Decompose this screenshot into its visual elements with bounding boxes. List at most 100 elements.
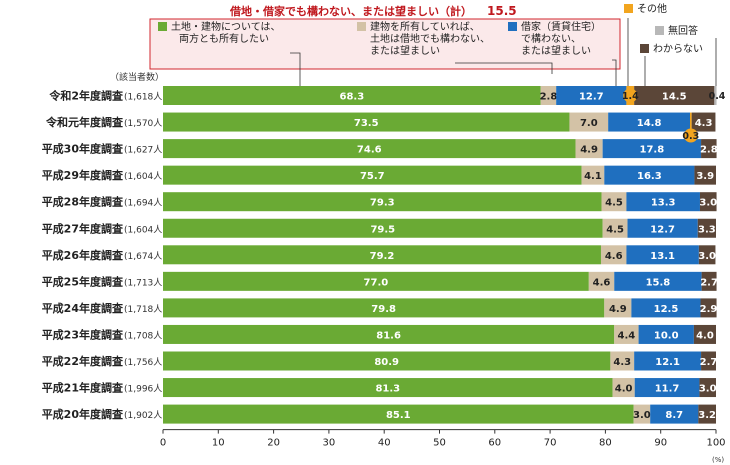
legend-label: 無回答 (668, 24, 698, 37)
data-label: 4.0 (696, 330, 714, 341)
x-tick-label: 60 (488, 438, 501, 449)
bar-own (163, 404, 634, 424)
unit-label: (%) (712, 456, 724, 464)
data-label: 2.7 (700, 357, 718, 368)
data-label: 2.8 (700, 145, 718, 156)
bar-lease_land (575, 139, 603, 159)
category-label: 平成30年度調査 (42, 142, 123, 156)
legend-label: または望ましい (370, 44, 440, 57)
category-label: 平成27年度調査 (42, 221, 123, 235)
category-count: (1,627人) (124, 145, 166, 156)
bar-rent (608, 112, 691, 132)
bar-lease_land (602, 218, 628, 238)
bar-other (690, 112, 692, 132)
legend-box (149, 18, 621, 70)
x-tick-label: 70 (544, 438, 557, 449)
category-label: 平成28年度調査 (42, 195, 123, 209)
data-label: 4.5 (605, 198, 623, 209)
category-label: 平成24年度調査 (42, 301, 123, 315)
bar-rent (650, 404, 699, 424)
data-label: 79.5 (370, 224, 395, 235)
bar-lease_land (540, 86, 557, 105)
category-count: (1,694人) (124, 198, 166, 209)
category-label: 平成26年度調査 (42, 248, 123, 262)
bar-rent (627, 218, 698, 238)
bar-lease_land (601, 192, 627, 212)
category-label: 平成20年度調査 (42, 407, 123, 421)
bar-lease_land (614, 324, 639, 344)
x-tick-label: 90 (654, 438, 667, 449)
legend-swatch-own (158, 22, 167, 31)
legend-leader (455, 62, 553, 74)
category-count: (1,618人) (124, 92, 166, 103)
bar-rent (556, 86, 627, 105)
bar-own (163, 139, 576, 159)
bar-rent (634, 351, 702, 371)
data-label: 4.3 (695, 118, 713, 129)
data-label: 1.4 (622, 91, 639, 102)
data-label: 4.1 (584, 171, 602, 182)
bar-own (163, 351, 611, 371)
data-label: 68.3 (340, 92, 365, 103)
data-label: 3.2 (698, 410, 716, 421)
bar-rent (634, 378, 700, 398)
bar-lease_land (633, 404, 651, 424)
category-count: (1,604人) (124, 171, 166, 182)
x-tick-label: 100 (706, 438, 725, 449)
data-label: 2.7 (700, 277, 718, 288)
bar-dont_know (700, 298, 717, 318)
data-label: 16.3 (637, 171, 662, 182)
data-label: 4.9 (609, 304, 627, 315)
data-label: 10.0 (654, 330, 679, 341)
bar-rent (631, 298, 701, 318)
bar-rent (638, 324, 694, 344)
data-label: 79.2 (370, 251, 395, 262)
data-label: 12.7 (650, 224, 675, 235)
bar-own (163, 218, 603, 238)
legend-label: または望ましい (521, 44, 591, 57)
data-label: 0.3 (682, 131, 699, 142)
category-label: 平成25年度調査 (42, 274, 123, 288)
category-label: 平成29年度調査 (42, 168, 123, 182)
legend-swatch-dont_know (640, 44, 649, 53)
bar-own (163, 378, 613, 398)
data-label: 75.7 (360, 171, 385, 182)
legend-label: わからない (653, 43, 703, 55)
data-label: 77.0 (364, 277, 389, 288)
legend-swatch-other (624, 4, 633, 13)
bar-lease_land (581, 165, 605, 185)
bar-rent (604, 165, 695, 185)
category-label: 令和2年度調査 (48, 89, 123, 103)
base-count-label: （該当者数） (110, 71, 164, 83)
category-count: (1,902人) (124, 410, 166, 421)
data-label: 4.9 (580, 145, 598, 156)
category-count: (1,996人) (124, 384, 166, 395)
bar-lease_land (610, 351, 635, 371)
callouts: 1.4 0.4 0.3 (622, 88, 726, 143)
x-tick-label: 20 (267, 438, 280, 449)
data-label: 15.8 (646, 277, 671, 288)
data-label: 85.1 (386, 410, 411, 421)
bar-lease_land (569, 112, 609, 132)
bar-own (163, 192, 602, 212)
bar-dont_know (701, 271, 717, 291)
x-tick-label: 80 (599, 438, 612, 449)
category-count: (1,756人) (124, 357, 166, 368)
bar-dont_know (693, 324, 716, 344)
x-axis: 0 10 20 30 40 50 60 70 80 90 100 (160, 429, 726, 449)
x-tick-label: 10 (212, 438, 225, 449)
category-count: (1,718人) (124, 304, 166, 315)
bar-own (163, 245, 601, 265)
bar-lease_land (612, 378, 635, 398)
bar-dont_know (699, 378, 716, 398)
legend-swatch-no_answer (655, 26, 664, 35)
x-tick-label: 0 (160, 438, 166, 449)
bar-dont_know (698, 404, 716, 424)
data-label: 12.1 (655, 357, 680, 368)
data-label: 12.5 (654, 304, 679, 315)
category-count: (1,570人) (124, 118, 166, 129)
bar-lease_land (600, 245, 627, 265)
bar-dont_know (634, 86, 715, 105)
